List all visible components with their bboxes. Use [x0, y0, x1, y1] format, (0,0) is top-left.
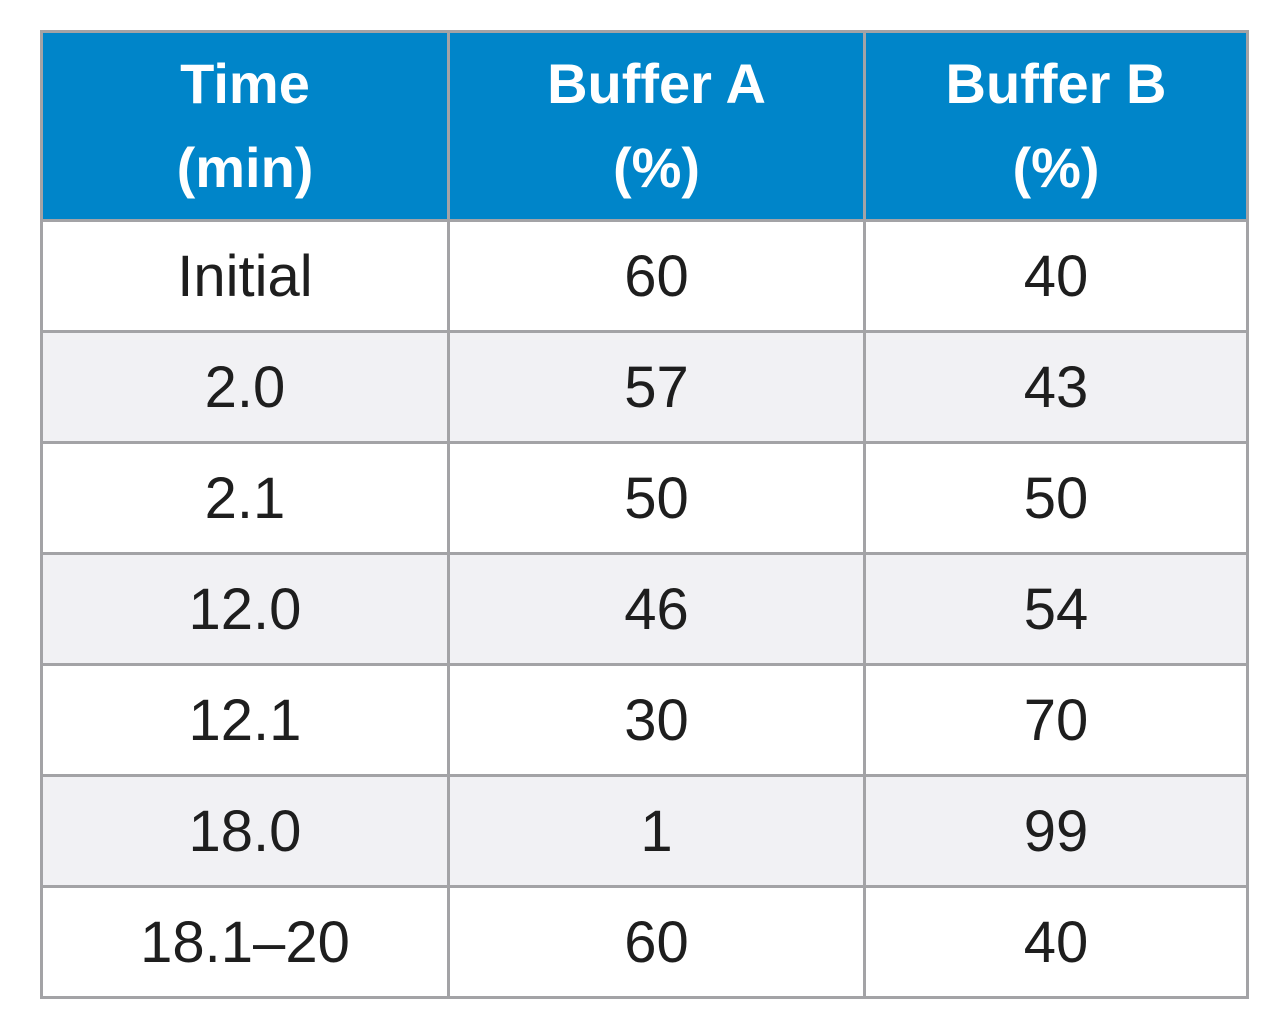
- cell-buffer-a: 1: [447, 774, 866, 888]
- table-row: 2.0 57 43: [40, 330, 1249, 444]
- table-row: 18.0 1 99: [40, 774, 1249, 888]
- table-row: 18.1–20 60 40: [40, 885, 1249, 999]
- cell-buffer-b: 50: [863, 441, 1249, 555]
- cell-buffer-b: 40: [863, 885, 1249, 999]
- header-time-unit: (min): [176, 136, 314, 199]
- header-buffer-b-unit: (%): [1012, 136, 1100, 199]
- header-buffer-b-label: Buffer B: [945, 52, 1167, 115]
- gradient-table: Time (min) Buffer A (%) Buffer B (%) Ini…: [40, 30, 1249, 999]
- header-buffer-a-unit: (%): [612, 136, 701, 199]
- cell-buffer-b: 99: [863, 774, 1249, 888]
- header-time-label: Time: [180, 52, 310, 115]
- gradient-table-container: Time (min) Buffer A (%) Buffer B (%) Ini…: [40, 30, 1249, 999]
- cell-buffer-a: 57: [447, 330, 866, 444]
- cell-buffer-a: 46: [447, 552, 866, 666]
- cell-time: 12.0: [40, 552, 450, 666]
- cell-time: 18.1–20: [40, 885, 450, 999]
- table-row: 2.1 50 50: [40, 441, 1249, 555]
- table-row: Initial 60 40: [40, 219, 1249, 333]
- cell-buffer-a: 50: [447, 441, 866, 555]
- header-buffer-b: Buffer B (%): [863, 30, 1249, 222]
- cell-buffer-a: 30: [447, 663, 866, 777]
- cell-time: 2.0: [40, 330, 450, 444]
- cell-time: 12.1: [40, 663, 450, 777]
- cell-buffer-b: 54: [863, 552, 1249, 666]
- cell-buffer-b: 43: [863, 330, 1249, 444]
- header-buffer-a-label: Buffer A: [547, 52, 766, 115]
- cell-buffer-a: 60: [447, 885, 866, 999]
- cell-time: Initial: [40, 219, 450, 333]
- table-header: Time (min) Buffer A (%) Buffer B (%): [40, 30, 1249, 222]
- cell-time: 18.0: [40, 774, 450, 888]
- table-row: 12.0 46 54: [40, 552, 1249, 666]
- cell-time: 2.1: [40, 441, 450, 555]
- cell-buffer-a: 60: [447, 219, 866, 333]
- header-buffer-a: Buffer A (%): [447, 30, 866, 222]
- table-body: Initial 60 40 2.0 57 43 2.1 50 50 12.0 4…: [40, 219, 1249, 999]
- table-row: 12.1 30 70: [40, 663, 1249, 777]
- cell-buffer-b: 70: [863, 663, 1249, 777]
- header-time: Time (min): [40, 30, 450, 222]
- header-row: Time (min) Buffer A (%) Buffer B (%): [40, 30, 1249, 222]
- cell-buffer-b: 40: [863, 219, 1249, 333]
